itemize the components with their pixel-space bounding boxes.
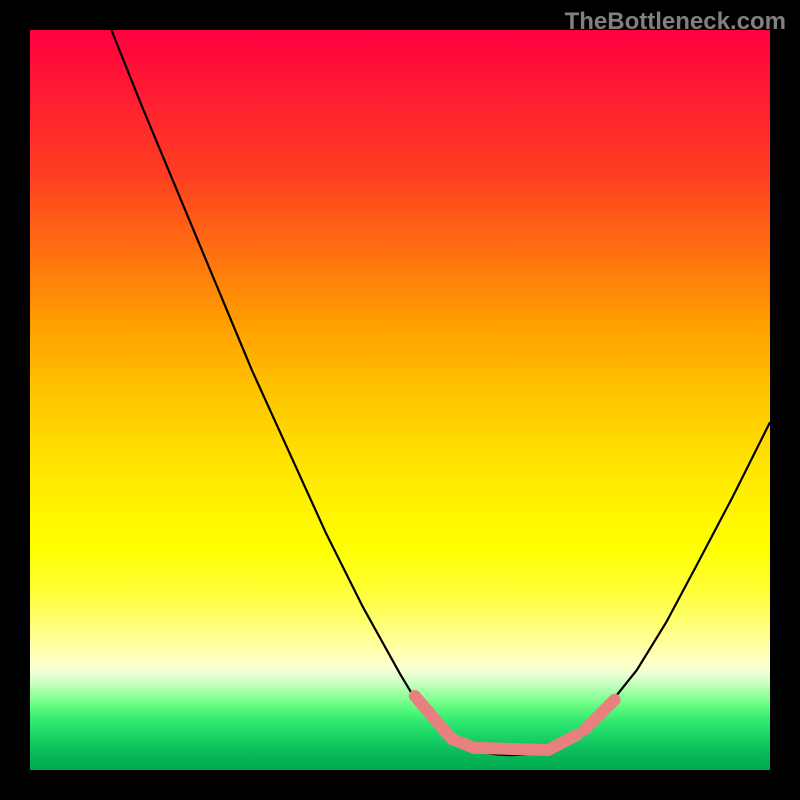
- watermark-text: TheBottleneck.com: [565, 8, 786, 36]
- chart-container: TheBottleneck.com: [0, 0, 800, 800]
- overlay-segment: [474, 748, 548, 750]
- bottleneck-chart: [0, 0, 800, 800]
- plot-background: [30, 30, 770, 770]
